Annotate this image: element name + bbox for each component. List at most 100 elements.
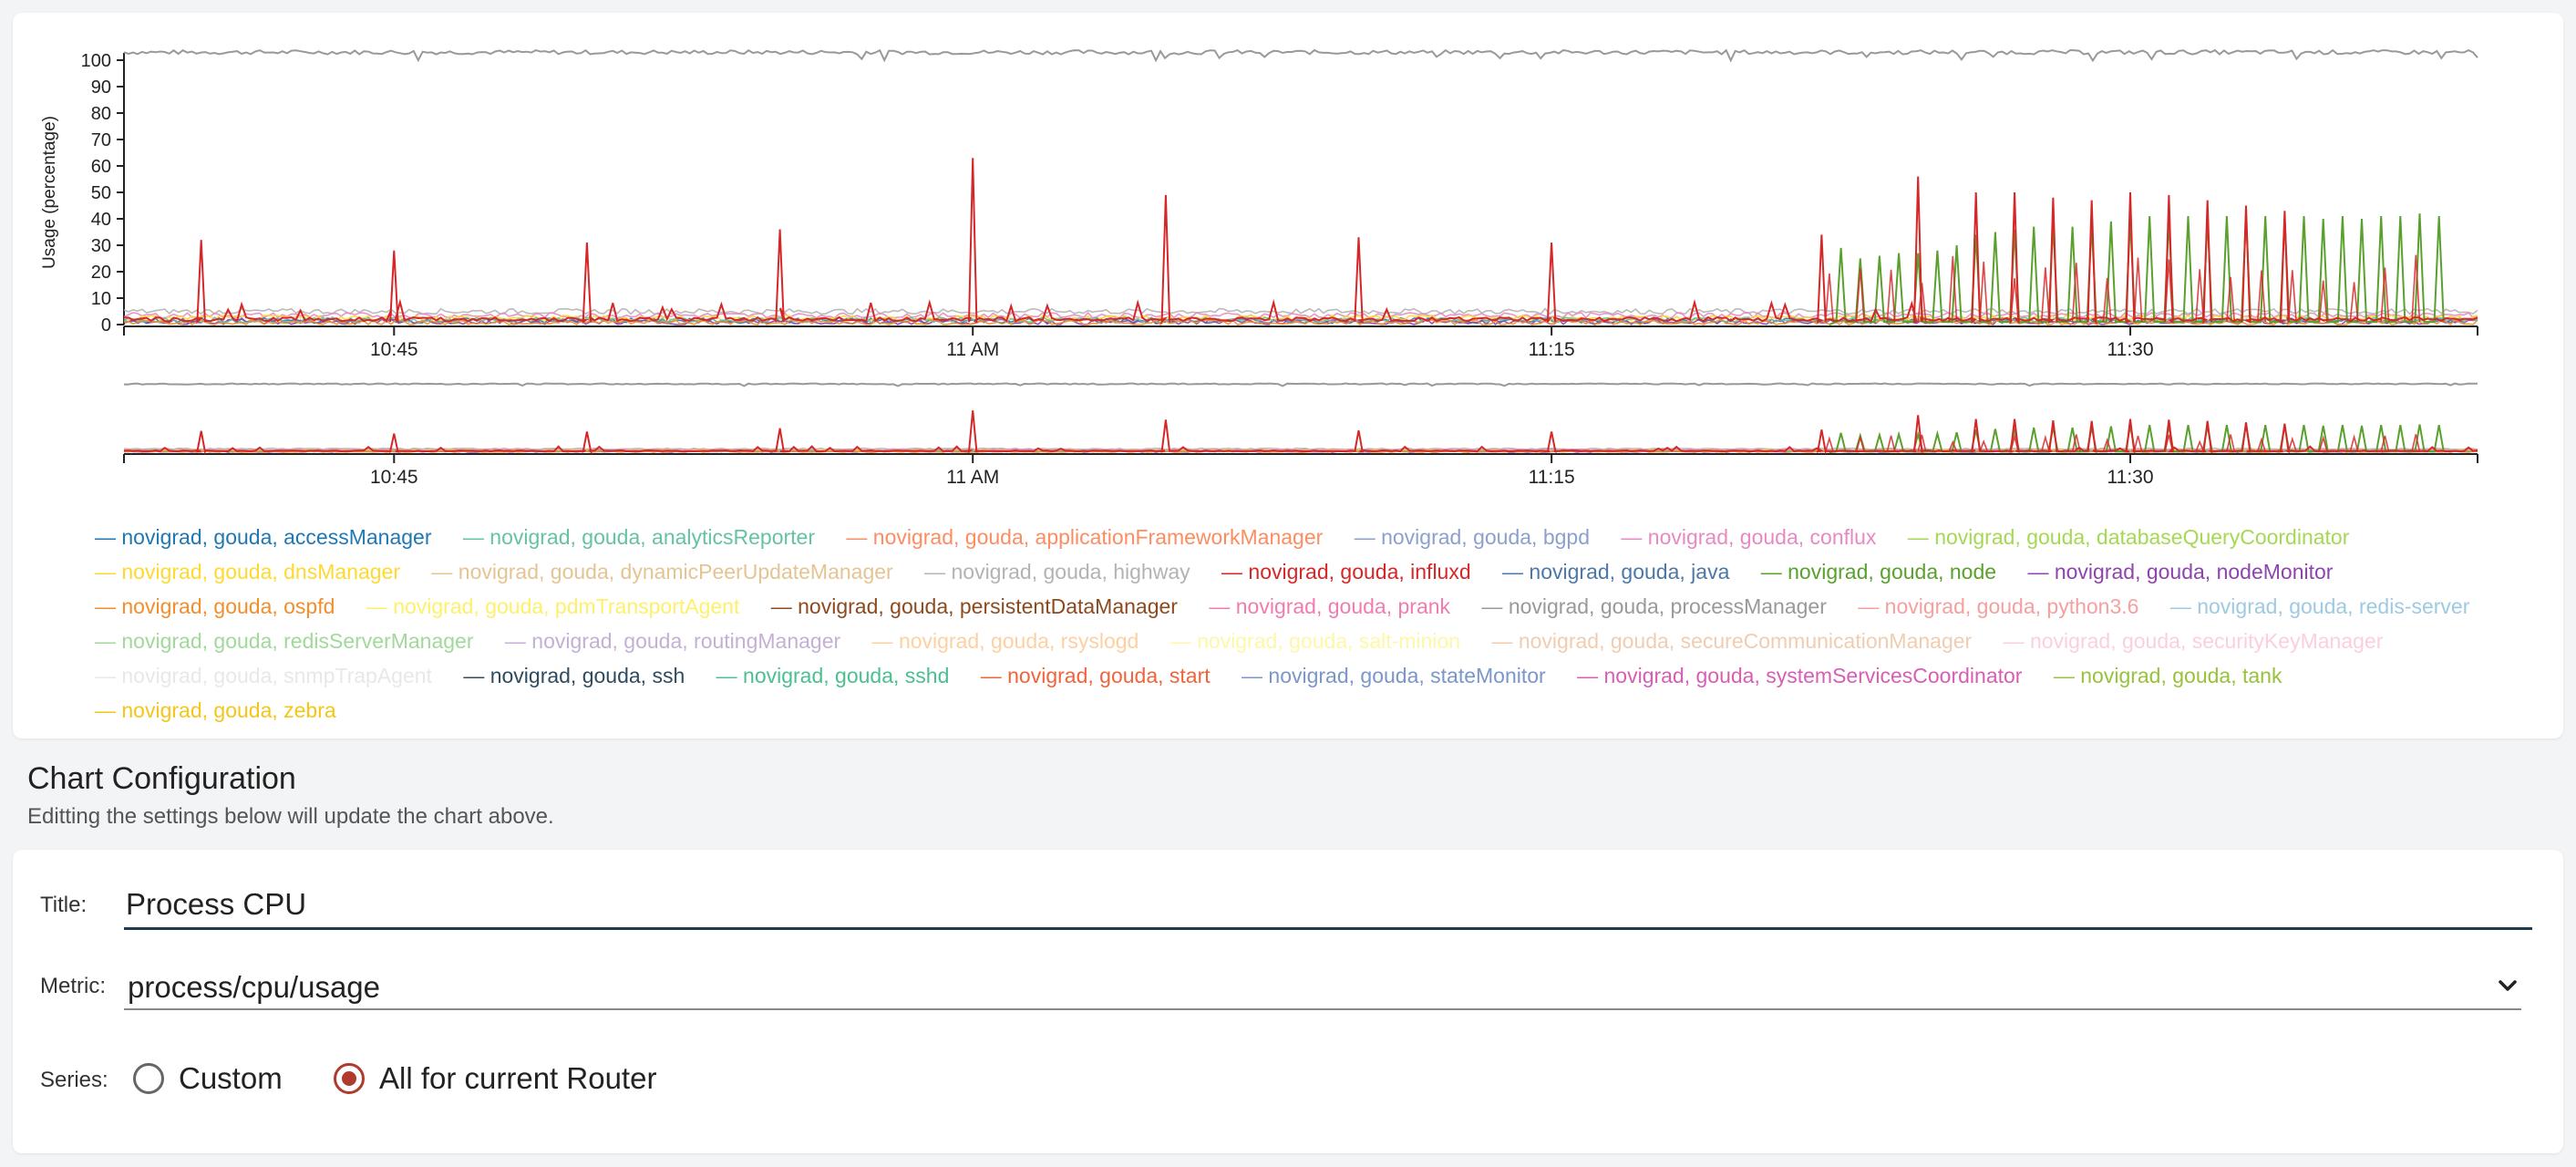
legend-item[interactable]: — novigrad, gouda, java bbox=[1502, 560, 1729, 584]
legend-swatch: — bbox=[1170, 629, 1198, 653]
legend-swatch: — bbox=[871, 629, 899, 653]
legend-label: novigrad, gouda, routingManager bbox=[531, 629, 841, 653]
legend-item[interactable]: — novigrad, gouda, stateMonitor bbox=[1242, 664, 1546, 687]
main-chart[interactable]: Usage (percentage) 0 10 20 30 40 50 60 70 80 90 100… bbox=[13, 13, 2563, 505]
legend-item[interactable]: — novigrad, gouda, redis-server bbox=[2170, 594, 2470, 618]
config-heading: Chart Configuration bbox=[27, 761, 296, 796]
legend-item[interactable]: — novigrad, gouda, rsyslogd bbox=[872, 629, 1139, 653]
legend-swatch: — bbox=[95, 594, 122, 618]
legend-item[interactable]: — novigrad, gouda, accessManager bbox=[95, 525, 432, 549]
legend-swatch: — bbox=[980, 664, 1008, 687]
legend-label: novigrad, gouda, java bbox=[1529, 560, 1730, 584]
legend-item[interactable]: — novigrad, gouda, securityKeyManager bbox=[2004, 629, 2384, 653]
overview-series-late-red bbox=[1824, 433, 2421, 452]
legend-item[interactable]: — novigrad, gouda, nodeMonitor bbox=[2027, 560, 2333, 584]
legend-item[interactable]: — novigrad, gouda, salt-minion bbox=[1170, 629, 1460, 653]
legend-label: novigrad, gouda, accessManager bbox=[121, 525, 432, 549]
legend-label: novigrad, gouda, salt-minion bbox=[1197, 629, 1461, 653]
legend-swatch: — bbox=[1242, 664, 1269, 687]
legend-swatch: — bbox=[95, 560, 122, 584]
legend-item[interactable]: — novigrad, gouda, conflux bbox=[1621, 525, 1876, 549]
legend-item[interactable]: — novigrad, gouda, systemServicesCoordin… bbox=[1577, 664, 2022, 687]
legend-item[interactable]: — novigrad, gouda, processManager bbox=[1481, 594, 1826, 618]
legend-item[interactable]: — novigrad, gouda, influxd bbox=[1221, 560, 1471, 584]
series-option-custom[interactable]: Custom bbox=[133, 1056, 283, 1101]
legend-swatch: — bbox=[716, 664, 744, 687]
legend-swatch: — bbox=[1502, 560, 1530, 584]
series-label: Series: bbox=[40, 1068, 108, 1092]
legend-item[interactable]: — novigrad, gouda, analyticsReporter bbox=[463, 525, 815, 549]
main-series-baseline-1 bbox=[123, 311, 2478, 319]
legend-label: novigrad, gouda, zebra bbox=[121, 698, 336, 722]
legend-swatch: — bbox=[366, 594, 394, 618]
series-option-all-for-current-router[interactable]: All for current Router bbox=[334, 1056, 656, 1101]
legend-label: novigrad, gouda, redis-server bbox=[2197, 594, 2470, 618]
legend-swatch: — bbox=[1221, 560, 1249, 584]
y-tick-label: 50 bbox=[91, 183, 111, 203]
chevron-down-icon bbox=[2499, 980, 2517, 991]
legend-label: novigrad, gouda, stateMonitor bbox=[1268, 664, 1546, 687]
main-x-tick-label: 11:30 bbox=[2107, 339, 2154, 360]
legend-item[interactable]: — novigrad, gouda, start bbox=[981, 664, 1211, 687]
legend-swatch: — bbox=[95, 629, 122, 653]
legend-item[interactable]: — novigrad, gouda, pdmTransportAgent bbox=[366, 594, 740, 618]
legend-item[interactable]: — novigrad, gouda, databaseQueryCoordina… bbox=[1908, 525, 2350, 549]
y-tick-label: 10 bbox=[91, 289, 111, 309]
legend-item[interactable]: — novigrad, gouda, ssh bbox=[463, 664, 685, 687]
y-axis-label: Usage (percentage) bbox=[40, 116, 59, 269]
legend-swatch: — bbox=[95, 698, 122, 722]
legend-item[interactable]: — novigrad, gouda, redisServerManager bbox=[95, 629, 474, 653]
legend-item[interactable]: — novigrad, gouda, applicationFrameworkM… bbox=[846, 525, 1323, 549]
y-tick-label: 90 bbox=[91, 77, 111, 98]
legend-label: novigrad, gouda, influxd bbox=[1248, 560, 1471, 584]
radio-all-for-current-router[interactable] bbox=[334, 1063, 365, 1094]
legend-swatch: — bbox=[1354, 525, 1382, 549]
legend-label: novigrad, gouda, python3.6 bbox=[1884, 594, 2139, 618]
legend-label: novigrad, gouda, analyticsReporter bbox=[489, 525, 815, 549]
legend-item[interactable]: — novigrad, gouda, node bbox=[1761, 560, 1996, 584]
legend-item[interactable]: — novigrad, gouda, prank bbox=[1209, 594, 1450, 618]
legend-label: novigrad, gouda, pdmTransportAgent bbox=[393, 594, 740, 618]
legend-swatch: — bbox=[462, 525, 490, 549]
overview-series-influxd bbox=[124, 410, 2478, 455]
metric-label: Metric: bbox=[40, 974, 106, 998]
legend-item[interactable]: — novigrad, gouda, zebra bbox=[95, 698, 336, 722]
legend-item[interactable]: — novigrad, gouda, persistentDataManager bbox=[771, 594, 1178, 618]
title-input[interactable] bbox=[124, 882, 2532, 930]
main-series-baseline-6 bbox=[123, 318, 2478, 326]
y-tick-label: 30 bbox=[91, 236, 111, 256]
legend-swatch: — bbox=[2027, 560, 2055, 584]
main-series-late-red bbox=[1824, 254, 2421, 323]
legend-item[interactable]: — novigrad, gouda, routingManager bbox=[505, 629, 840, 653]
overview-x-tick-label: 11:15 bbox=[1529, 467, 1575, 488]
legend-swatch: — bbox=[2053, 664, 2081, 687]
overview-x-tick-label: 10:45 bbox=[370, 467, 418, 488]
legend-swatch: — bbox=[1481, 594, 1509, 618]
legend-item[interactable]: — novigrad, gouda, bgpd bbox=[1355, 525, 1590, 549]
legend-item[interactable]: — novigrad, gouda, tank bbox=[2054, 664, 2282, 687]
legend-item[interactable]: — novigrad, gouda, ospfd bbox=[95, 594, 335, 618]
legend-item[interactable]: — novigrad, gouda, python3.6 bbox=[1858, 594, 2138, 618]
y-tick-label: 0 bbox=[101, 315, 111, 336]
legend-label: novigrad, gouda, processManager bbox=[1508, 594, 1827, 618]
metric-select[interactable]: process/cpu/usage bbox=[124, 963, 2521, 1010]
main-x-tick-label: 11 AM bbox=[946, 339, 999, 360]
overview-x-tick-label: 11 AM bbox=[946, 467, 999, 488]
legend-label: novigrad, gouda, databaseQueryCoordinato… bbox=[1934, 525, 2350, 549]
radio-all-label: All for current Router bbox=[379, 1061, 657, 1095]
radio-custom[interactable] bbox=[133, 1063, 164, 1094]
legend-label: novigrad, gouda, prank bbox=[1235, 594, 1451, 618]
legend-label: novigrad, gouda, highway bbox=[951, 560, 1190, 584]
legend-item[interactable]: — novigrad, gouda, dynamicPeerUpdateMana… bbox=[431, 560, 892, 584]
legend-swatch: — bbox=[1760, 560, 1788, 584]
config-subtext: Editting the settings below will update … bbox=[27, 804, 554, 829]
legend-item[interactable]: — novigrad, gouda, sshd bbox=[716, 664, 950, 687]
legend-item[interactable]: — novigrad, gouda, highway bbox=[924, 560, 1190, 584]
y-tick-label: 20 bbox=[91, 263, 111, 283]
legend-item[interactable]: — novigrad, gouda, snmpTrapAgent bbox=[95, 664, 432, 687]
legend-swatch: — bbox=[1621, 525, 1648, 549]
chart-legend: — novigrad, gouda, accessManager — novig… bbox=[95, 520, 2538, 728]
legend-swatch: — bbox=[924, 560, 952, 584]
legend-item[interactable]: — novigrad, gouda, secureCommunicationMa… bbox=[1491, 629, 1972, 653]
legend-item[interactable]: — novigrad, gouda, dnsManager bbox=[95, 560, 400, 584]
